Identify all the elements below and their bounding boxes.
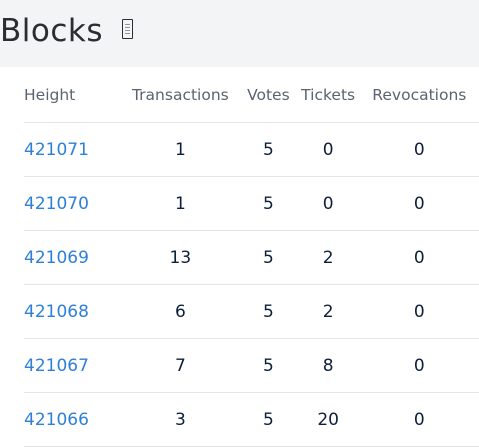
- transactions-cell: 1: [120, 176, 241, 231]
- block-height-link[interactable]: 421071: [24, 139, 89, 160]
- column-header-revocations[interactable]: Revocations: [359, 67, 479, 123]
- column-header-height[interactable]: Height: [24, 67, 121, 123]
- block-height-cell: 421068: [24, 284, 121, 339]
- block-height-cell: 421066: [24, 392, 121, 447]
- tickets-cell: 20: [296, 392, 360, 447]
- binary-file-icon[interactable]: [122, 19, 133, 39]
- page-title: Blocks: [0, 13, 103, 49]
- table-row: 421070 1 5 0 0: [24, 176, 479, 231]
- table-row: 421071 1 5 0 0: [24, 122, 479, 177]
- block-height-cell: 421069: [24, 230, 121, 285]
- table-row: 421069 13 5 2 0: [24, 230, 479, 285]
- votes-cell: 5: [240, 230, 297, 285]
- tickets-cell: 0: [296, 176, 360, 231]
- tickets-cell: 2: [296, 284, 360, 339]
- transactions-cell: 13: [120, 230, 241, 285]
- block-height-link[interactable]: 421066: [24, 409, 89, 430]
- block-height-link[interactable]: 421069: [24, 247, 89, 268]
- revocations-cell: 0: [359, 284, 479, 339]
- table-header-row: Height Transactions Votes Tickets Revoca…: [24, 67, 479, 123]
- transactions-cell: 1: [120, 122, 241, 177]
- table-row: 421066 3 5 20 0: [24, 392, 479, 447]
- blocks-table-container: Height Transactions Votes Tickets Revoca…: [0, 67, 479, 448]
- column-header-tickets[interactable]: Tickets: [296, 67, 360, 123]
- column-header-transactions[interactable]: Transactions: [120, 67, 241, 123]
- tickets-cell: 2: [296, 230, 360, 285]
- revocations-cell: 0: [359, 392, 479, 447]
- votes-cell: 5: [240, 284, 297, 339]
- tickets-cell: 8: [296, 338, 360, 393]
- block-height-link[interactable]: 421070: [24, 193, 89, 214]
- block-height-cell: 421071: [24, 122, 121, 177]
- column-header-votes[interactable]: Votes: [240, 67, 297, 123]
- page-header: Blocks: [0, 0, 479, 67]
- transactions-cell: 7: [120, 338, 241, 393]
- block-height-link[interactable]: 421067: [24, 355, 89, 376]
- revocations-cell: 0: [359, 176, 479, 231]
- block-height-link[interactable]: 421068: [24, 301, 89, 322]
- blocks-table: Height Transactions Votes Tickets Revoca…: [24, 67, 479, 447]
- block-height-cell: 421070: [24, 176, 121, 231]
- tickets-cell: 0: [296, 122, 360, 177]
- votes-cell: 5: [240, 122, 297, 177]
- revocations-cell: 0: [359, 122, 479, 177]
- votes-cell: 5: [240, 176, 297, 231]
- votes-cell: 5: [240, 392, 297, 447]
- revocations-cell: 0: [359, 338, 479, 393]
- revocations-cell: 0: [359, 230, 479, 285]
- block-height-cell: 421067: [24, 338, 121, 393]
- transactions-cell: 3: [120, 392, 241, 447]
- votes-cell: 5: [240, 338, 297, 393]
- table-row: 421067 7 5 8 0: [24, 338, 479, 393]
- table-row: 421068 6 5 2 0: [24, 284, 479, 339]
- transactions-cell: 6: [120, 284, 241, 339]
